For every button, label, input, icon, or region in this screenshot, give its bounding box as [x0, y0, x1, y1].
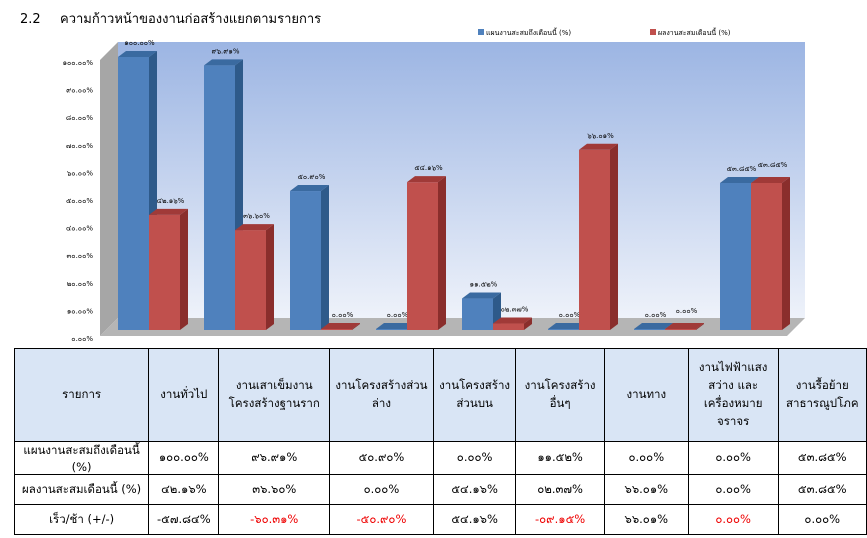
- table-cell: ๔๒.๑๖%: [148, 474, 220, 505]
- legend-swatch-actual: [650, 29, 656, 35]
- column-header: งานทั่วไป: [148, 348, 220, 442]
- bar-actual: [149, 208, 188, 330]
- table-cell: ๖๖.๐๑%: [603, 474, 689, 505]
- table-cell: -๕๗.๘๔%: [148, 504, 220, 535]
- data-label: ๕๓.๘๕%: [758, 161, 788, 169]
- data-label: ๐.๐๐%: [387, 311, 409, 319]
- section-title-text: ความก้าวหน้าของงานก่อสร้างแยกตามรายการ: [60, 12, 322, 27]
- column-header: งานไฟฟ้าแสงสว่าง และเครื่องหมายจราจร: [687, 348, 779, 442]
- legend-swatch-plan: [478, 29, 484, 35]
- legend-actual: ผลงานสะสมเดือนนี้ (%): [658, 26, 731, 37]
- column-header: งานโครงสร้างอื่นๆ: [515, 348, 605, 442]
- table-cell: ๕๓.๘๕%: [777, 441, 867, 475]
- data-label: ๕๐.๙๐%: [298, 173, 326, 181]
- bar-actual: [321, 323, 360, 330]
- data-label: ๑๐๐.๐๐%: [124, 39, 155, 47]
- y-tick-label: ๐.๐๐%: [71, 335, 93, 343]
- table-cell: ๕๐.๙๐%: [329, 441, 434, 475]
- legend-plan: แผนงานสะสมถึงเดือนนี้ (%): [486, 26, 571, 37]
- data-label: ๐.๐๐%: [676, 307, 698, 315]
- table-cell: ๐.๐๐%: [603, 441, 689, 475]
- data-label: ๓๖.๖๐%: [243, 212, 270, 220]
- table-cell: ๕๔.๑๖%: [432, 504, 517, 535]
- bar-plan: [204, 59, 243, 330]
- y-tick-label: ๕๐.๐๐%: [66, 197, 93, 205]
- table-cell: -๐๙.๑๕%: [515, 504, 605, 535]
- floor: [100, 318, 805, 336]
- table-cell: ๐๒.๓๗%: [515, 474, 605, 505]
- y-tick-label: ๓๐.๐๐%: [67, 252, 94, 260]
- table-cell: ๙๖.๙๑%: [218, 441, 331, 475]
- bar-plan: [290, 185, 329, 330]
- y-tick-label: ๘๐.๐๐%: [66, 114, 93, 122]
- table-row: เร็ว/ช้า (+/-) -๕๗.๘๔% -๖๐.๓๑% -๕๐.๙๐% ๕๔.๑๖…: [13, 504, 867, 535]
- y-tick-label: ๒๐.๐๐%: [67, 280, 94, 288]
- data-label: ๐๒.๓๗%: [501, 306, 529, 314]
- table-cell: ๖๖.๐๑%: [603, 504, 689, 535]
- data-label: ๖๖.๐๑%: [587, 132, 614, 140]
- progress-chart: ๐.๐๐% ๑๐.๐๐% ๒๐.๐๐% ๓๐.๐๐% ๔๐.๐๐% ๕๐.๐๐% ๖๐.๐๐…: [63, 26, 805, 343]
- table-cell: ๑๐๐.๐๐%: [148, 441, 220, 475]
- table-row: ผลงานสะสมเดือนนี้ (%) ๔๒.๑๖% ๓๖.๖๐% ๐.๐๐% ๕๔…: [13, 474, 867, 505]
- column-header: งานรื้อย้ายสาธารณูปโภค: [777, 348, 867, 442]
- progress-table: รายการ งานทั่วไป งานเสาเข็มงานโครงสร้างฐาน…: [13, 348, 867, 535]
- y-tick-label: ๑๐๐.๐๐%: [63, 59, 94, 67]
- legend: แผนงานสะสมถึงเดือนนี้ (%) ผลงานสะสมเดือน…: [478, 26, 731, 37]
- table-cell: ๕๔.๑๖%: [432, 474, 517, 505]
- bar-actual: [751, 176, 790, 330]
- data-label: ๑๑.๕๒%: [470, 281, 498, 289]
- y-tick-label: ๗๐.๐๐%: [66, 142, 93, 150]
- y-tick-label: ๔๐.๐๐%: [66, 225, 93, 233]
- left-wall: [100, 42, 118, 336]
- column-header: รายการ: [13, 348, 150, 442]
- table-cell: ๐.๐๐%: [329, 474, 434, 505]
- bar-actual: [235, 224, 274, 330]
- row-label: เร็ว/ช้า (+/-): [13, 504, 150, 535]
- data-label: ๐.๐๐%: [645, 311, 667, 319]
- table-cell: ๑๑.๕๒%: [515, 441, 605, 475]
- back-wall: [118, 42, 805, 318]
- section-title: 2.2 ความก้าวหน้าของงานก่อสร้างแยกตามรายกา…: [20, 8, 321, 29]
- data-label: ๙๖.๙๑%: [211, 47, 239, 55]
- data-label: ๐.๐๐%: [332, 311, 354, 319]
- bar-actual: [579, 143, 618, 330]
- table-cell: ๐.๐๐%: [687, 504, 779, 535]
- y-tick-label: ๖๐.๐๐%: [67, 169, 93, 177]
- table-cell: ๐.๐๐%: [432, 441, 517, 475]
- data-label: ๕๔.๑๖%: [414, 164, 443, 172]
- row-label: ผลงานสะสมเดือนนี้ (%): [13, 474, 150, 505]
- bar-actual: [665, 323, 704, 330]
- data-label: ๔๒.๑๖%: [157, 197, 185, 205]
- table-cell: ๐.๐๐%: [687, 474, 779, 505]
- table-cell: ๐.๐๐%: [687, 441, 779, 475]
- column-header: งานทาง: [603, 348, 689, 442]
- table-cell: -๕๐.๙๐%: [329, 504, 434, 535]
- bar-actual: [493, 317, 532, 330]
- table-row: แผนงานสะสมถึงเดือนนี้ (%) ๑๐๐.๐๐% ๙๖.๙๑% ๕๐…: [13, 441, 867, 475]
- bar-actual: [407, 176, 446, 330]
- column-header: งานโครงสร้างส่วนล่าง: [329, 348, 434, 442]
- data-label: ๐.๐๐%: [559, 311, 581, 319]
- data-label: ๕๓.๘๕%: [727, 165, 757, 173]
- y-tick-label: ๑๐.๐๐%: [67, 307, 93, 315]
- section-number: 2.2: [20, 12, 41, 27]
- table-cell: ๓๖.๖๐%: [218, 474, 331, 505]
- column-header: งานโครงสร้างส่วนบน: [432, 348, 517, 442]
- y-tick-label: ๙๐.๐๐%: [66, 87, 93, 95]
- row-label: แผนงานสะสมถึงเดือนนี้ (%): [13, 441, 150, 475]
- table-cell: ๐.๐๐%: [777, 504, 867, 535]
- table-cell: -๖๐.๓๑%: [218, 504, 331, 535]
- column-header: งานเสาเข็มงานโครงสร้างฐานราก: [218, 348, 331, 442]
- table-cell: ๕๓.๘๕%: [777, 474, 867, 505]
